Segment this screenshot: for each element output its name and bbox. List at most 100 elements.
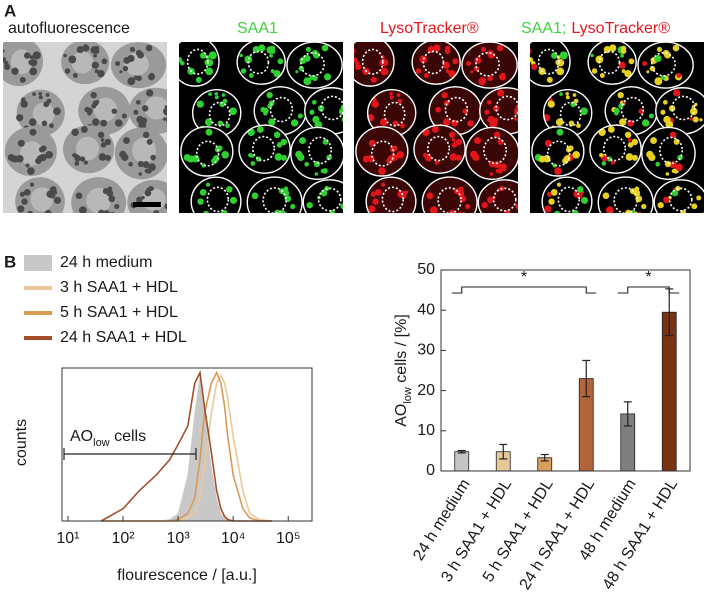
granule xyxy=(343,103,346,106)
x-tick-label: 24 h SAA1 + HDL xyxy=(517,476,599,593)
granule xyxy=(660,109,666,115)
granule xyxy=(657,202,664,209)
granule xyxy=(17,139,25,147)
granule xyxy=(591,68,598,74)
granule xyxy=(11,155,19,163)
granule xyxy=(17,205,25,213)
granule xyxy=(513,117,517,121)
x-tick-label: 10² xyxy=(111,530,135,547)
granule xyxy=(49,192,56,199)
granule xyxy=(488,160,496,168)
bar xyxy=(454,451,470,472)
granule xyxy=(147,218,154,225)
granule xyxy=(498,215,504,221)
granule xyxy=(692,116,699,123)
granule xyxy=(448,131,456,139)
granule xyxy=(470,70,474,74)
granule xyxy=(45,151,53,159)
granule xyxy=(273,69,281,78)
granule xyxy=(445,69,450,74)
granule xyxy=(167,103,170,106)
granule xyxy=(396,93,401,97)
granule xyxy=(71,128,79,136)
granule xyxy=(270,69,275,74)
granule xyxy=(484,109,490,115)
granule xyxy=(295,70,299,74)
granule xyxy=(28,118,37,126)
granule xyxy=(601,161,607,166)
granule xyxy=(197,198,204,205)
granule xyxy=(196,100,204,108)
granule xyxy=(625,209,632,213)
granule xyxy=(267,118,276,126)
plot-frame xyxy=(440,269,691,472)
significance-bracket xyxy=(451,286,597,294)
x-tick-label: 10³ xyxy=(167,530,191,547)
granule xyxy=(35,53,41,58)
granule xyxy=(400,123,405,129)
granule xyxy=(546,191,552,197)
granule xyxy=(29,182,35,187)
granule xyxy=(162,107,167,116)
nucleus xyxy=(144,96,167,120)
granule xyxy=(205,128,213,136)
granule xyxy=(20,100,28,108)
granule xyxy=(283,211,287,213)
x-tick-label: 10⁵ xyxy=(276,530,300,547)
cell-outline xyxy=(587,42,637,85)
image-title: autofluorescence xyxy=(8,20,130,37)
granule xyxy=(609,44,617,52)
granule xyxy=(442,61,450,69)
granule xyxy=(487,196,494,204)
y-tick-label: 30 xyxy=(417,342,435,359)
nucleus-outline xyxy=(381,186,405,213)
granule xyxy=(442,118,451,126)
granule xyxy=(306,202,313,209)
granule xyxy=(599,73,605,78)
granule xyxy=(266,91,273,99)
granule xyxy=(323,73,332,81)
granule xyxy=(613,107,620,114)
granule xyxy=(119,70,123,74)
granule xyxy=(133,109,139,115)
granule xyxy=(213,220,219,226)
nucleus-outline xyxy=(370,140,395,167)
granule xyxy=(280,212,283,213)
granule xyxy=(311,99,317,105)
cell xyxy=(303,179,343,213)
granule xyxy=(646,70,650,74)
granule xyxy=(27,167,35,175)
granule xyxy=(699,118,703,122)
granule xyxy=(240,68,247,74)
nucleus xyxy=(71,51,94,74)
granule xyxy=(29,58,38,67)
cell-outline xyxy=(465,126,518,181)
granule xyxy=(628,58,635,65)
granule xyxy=(487,75,493,81)
granule xyxy=(664,160,672,168)
granule xyxy=(214,91,218,96)
granule xyxy=(93,48,100,54)
granule xyxy=(662,99,668,105)
granule xyxy=(304,161,309,167)
granule xyxy=(221,93,226,97)
granule xyxy=(655,161,660,167)
granule xyxy=(83,160,88,165)
granule xyxy=(111,108,118,114)
granule xyxy=(552,163,557,168)
granule xyxy=(108,195,116,203)
granule xyxy=(86,107,93,114)
granule xyxy=(149,72,155,78)
granule xyxy=(27,210,34,213)
granule xyxy=(562,53,568,58)
granule xyxy=(169,195,174,200)
cell xyxy=(247,177,303,213)
granule xyxy=(496,44,504,52)
granule xyxy=(50,186,57,193)
granule xyxy=(203,210,210,213)
image-title: SAA1 xyxy=(237,20,278,37)
granule xyxy=(492,105,500,112)
granule xyxy=(495,168,501,174)
granule xyxy=(555,118,564,126)
granule xyxy=(556,182,562,187)
